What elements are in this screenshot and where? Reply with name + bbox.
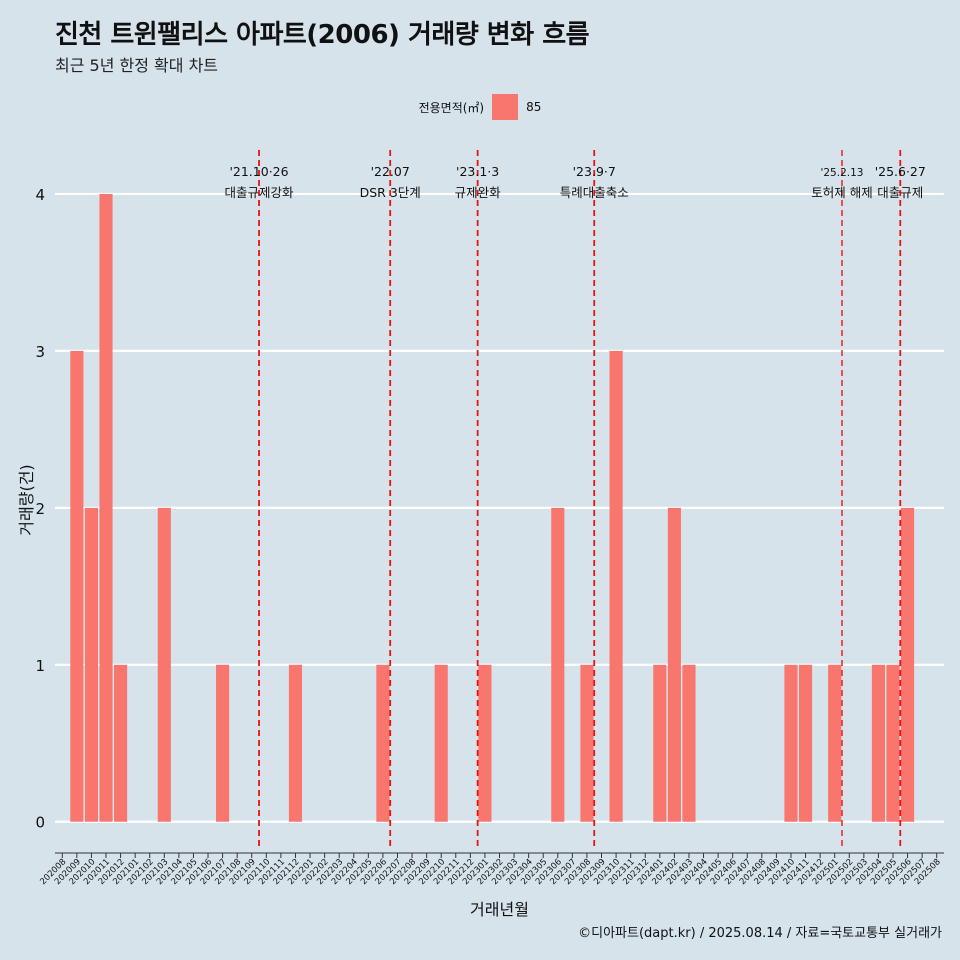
policy-date-label: '23.9·7 — [573, 164, 616, 179]
bar — [871, 664, 885, 822]
y-tick-label: 0 — [35, 814, 45, 832]
bar — [216, 664, 230, 822]
policy-date-label: '21.10·26 — [229, 164, 288, 179]
legend: 전용면적(㎡) 85 — [0, 94, 960, 120]
y-tick-label: 2 — [35, 500, 45, 518]
bar — [551, 507, 565, 822]
policy-date-label: '25.6·27 — [875, 164, 926, 179]
bar — [434, 664, 448, 822]
y-axis-title: 거래량(건) — [17, 464, 36, 535]
legend-swatch — [492, 94, 519, 120]
policy-date-label: '23.1·3 — [456, 164, 499, 179]
bar — [682, 664, 696, 822]
bar — [376, 664, 390, 822]
bar — [288, 664, 303, 822]
chart-subtitle: 최근 5년 한정 확대 차트 — [55, 56, 219, 75]
bar — [798, 664, 813, 822]
bar — [157, 507, 171, 822]
source-caption: ©디아파트(dapt.kr) / 2025.08.14 / 자료=국토교통부 실… — [578, 926, 942, 941]
x-axis-title: 거래년월 — [470, 900, 529, 919]
bar — [828, 664, 842, 822]
policy-event-label: 특례대출축소 — [560, 185, 629, 200]
chart-title: 진천 트윈팰리스 아파트(2006) 거래량 변화 흐름 — [55, 20, 590, 50]
legend-title: 전용면적(㎡) — [418, 100, 485, 115]
policy-event-label: 토허제 해제 — [811, 185, 872, 200]
y-tick-label: 4 — [35, 186, 45, 204]
bar — [901, 507, 915, 822]
y-tick-label: 1 — [35, 657, 45, 675]
bar — [667, 507, 681, 822]
bar — [653, 664, 667, 822]
legend-label: 85 — [526, 100, 542, 114]
bar — [478, 664, 492, 822]
policy-date-label: '25.2.13 — [820, 167, 863, 179]
bar — [886, 664, 900, 822]
policy-event-label: DSR 3단계 — [360, 185, 421, 200]
policy-event-label: 규제완화 — [455, 185, 502, 200]
y-tick-label: 3 — [35, 343, 45, 361]
policy-event-label: 대출규제강화 — [225, 185, 295, 200]
bar — [84, 507, 98, 822]
policy-date-label: '22.07 — [371, 164, 410, 179]
bar — [580, 664, 594, 822]
bar — [609, 350, 623, 822]
bar — [99, 193, 113, 822]
policy-event-label: 대출규제 — [877, 185, 923, 200]
bar — [784, 664, 798, 822]
bar — [114, 664, 128, 822]
bar — [70, 350, 84, 822]
